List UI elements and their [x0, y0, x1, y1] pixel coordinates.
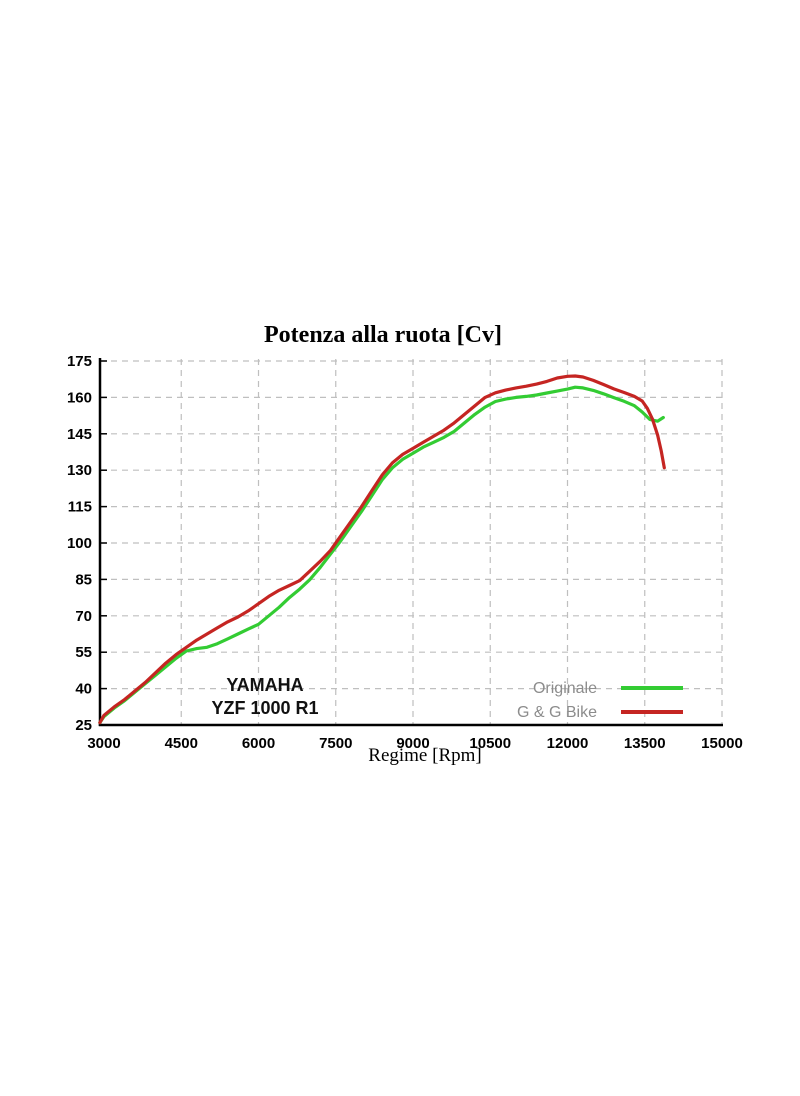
series-lines [98, 374, 666, 725]
x-tick-label: 12000 [547, 735, 589, 752]
legend-label-gg-bike: G & G Bike [517, 704, 597, 721]
x-tick-label: 13500 [624, 735, 666, 752]
chart-title: Potenza alla ruota [Cv] [264, 322, 502, 348]
y-tick-label: 145 [67, 426, 92, 443]
y-tick-label: 55 [75, 644, 92, 661]
series-line-originale [98, 385, 665, 725]
x-tick-label: 3000 [87, 735, 120, 752]
gridlines [100, 359, 723, 725]
x-tick-label: 10500 [469, 735, 511, 752]
bike-model-annotation-line2: YZF 1000 R1 [211, 698, 318, 718]
x-tick-label: 4500 [165, 735, 198, 752]
y-tick-label: 25 [75, 717, 92, 734]
series-line-g-g-bike [98, 374, 666, 725]
x-tick-label: 9000 [396, 735, 429, 752]
y-tick-label: 175 [67, 353, 92, 370]
x-axis-tick-labels: 3000 4500 6000 7500 9000 10500 12000 13500 15000 [87, 735, 743, 752]
y-axis-tick-labels: 25 40 55 70 85 100 115 130 145 160 175 [67, 353, 92, 734]
y-tick-label: 160 [67, 389, 92, 406]
y-tick-label: 115 [68, 499, 92, 516]
y-tick-label: 85 [75, 571, 92, 588]
legend-label-originale: Originale [533, 680, 597, 697]
bike-model-annotation-line1: YAMAHA [226, 675, 303, 695]
x-tick-label: 6000 [242, 735, 275, 752]
y-tick-label: 100 [67, 535, 92, 552]
x-tick-label: 15000 [701, 735, 743, 752]
x-axis-title: Regime [Rpm] [368, 745, 481, 766]
legend: Originale G & G Bike [517, 680, 683, 721]
y-tick-label: 70 [75, 608, 92, 625]
x-tick-label: 7500 [319, 735, 352, 752]
y-tick-label: 40 [75, 681, 92, 698]
y-tick-label: 130 [67, 462, 92, 479]
